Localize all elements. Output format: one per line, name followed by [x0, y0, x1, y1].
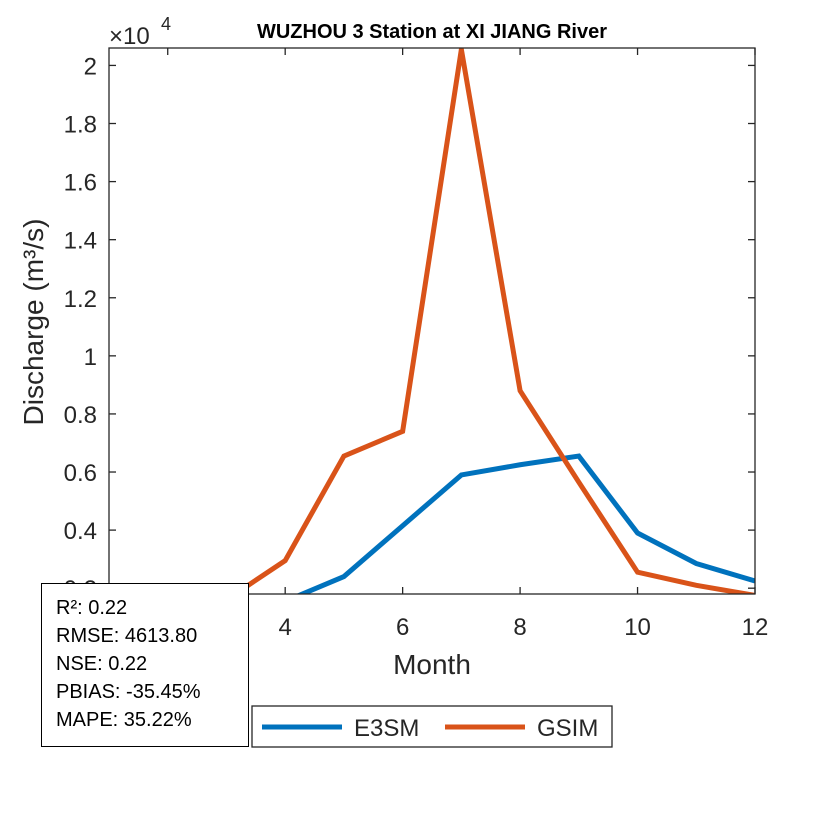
legend: E3SM GSIM	[251, 705, 613, 748]
y-tick-label: 0.6	[64, 460, 97, 487]
stat-mape: MAPE: 35.22%	[56, 709, 192, 731]
stat-nse: NSE: 0.22	[56, 653, 148, 675]
y-tick-label: 1.8	[64, 112, 97, 139]
y-tick-label: 2	[84, 53, 97, 80]
stat-pbias: PBIAS: -35.45%	[56, 681, 201, 703]
series-line-e3sm	[109, 453, 755, 594]
axes-frame	[108, 47, 756, 595]
x-tick-label: 6	[396, 614, 409, 641]
x-axis-label: Month	[393, 649, 471, 680]
legend-label-gsim: GSIM	[537, 715, 598, 742]
series-line-gsim	[230, 48, 755, 594]
y-exponent-label: ×10	[109, 23, 150, 50]
x-tick-label: 10	[624, 614, 651, 641]
chart-title: WUZHOU 3 Station at XI JIANG River	[257, 21, 607, 43]
y-tick-label: 0.8	[64, 402, 97, 429]
y-tick-label: 1.2	[64, 286, 97, 313]
stat-rmse: RMSE: 4613.80	[56, 625, 198, 647]
y-tick-label: 1.6	[64, 170, 97, 197]
stat-r2: R²: 0.22	[56, 597, 128, 619]
stats-box: R²: 0.22 RMSE: 4613.80 NSE: 0.22 PBIAS: …	[41, 583, 249, 747]
x-tick-label: 12	[742, 614, 769, 641]
y-axis-label: Discharge (m³/s)	[18, 219, 49, 426]
x-tick-label: 8	[513, 614, 526, 641]
y-tick-label: 1.4	[64, 228, 97, 255]
y-tick-label: 0.4	[64, 518, 97, 545]
y-tick-label: 1	[84, 344, 97, 371]
plot-area	[109, 48, 755, 594]
y-exponent-power: 4	[161, 14, 171, 34]
x-tick-label: 4	[279, 614, 292, 641]
legend-label-e3sm: E3SM	[354, 715, 419, 742]
